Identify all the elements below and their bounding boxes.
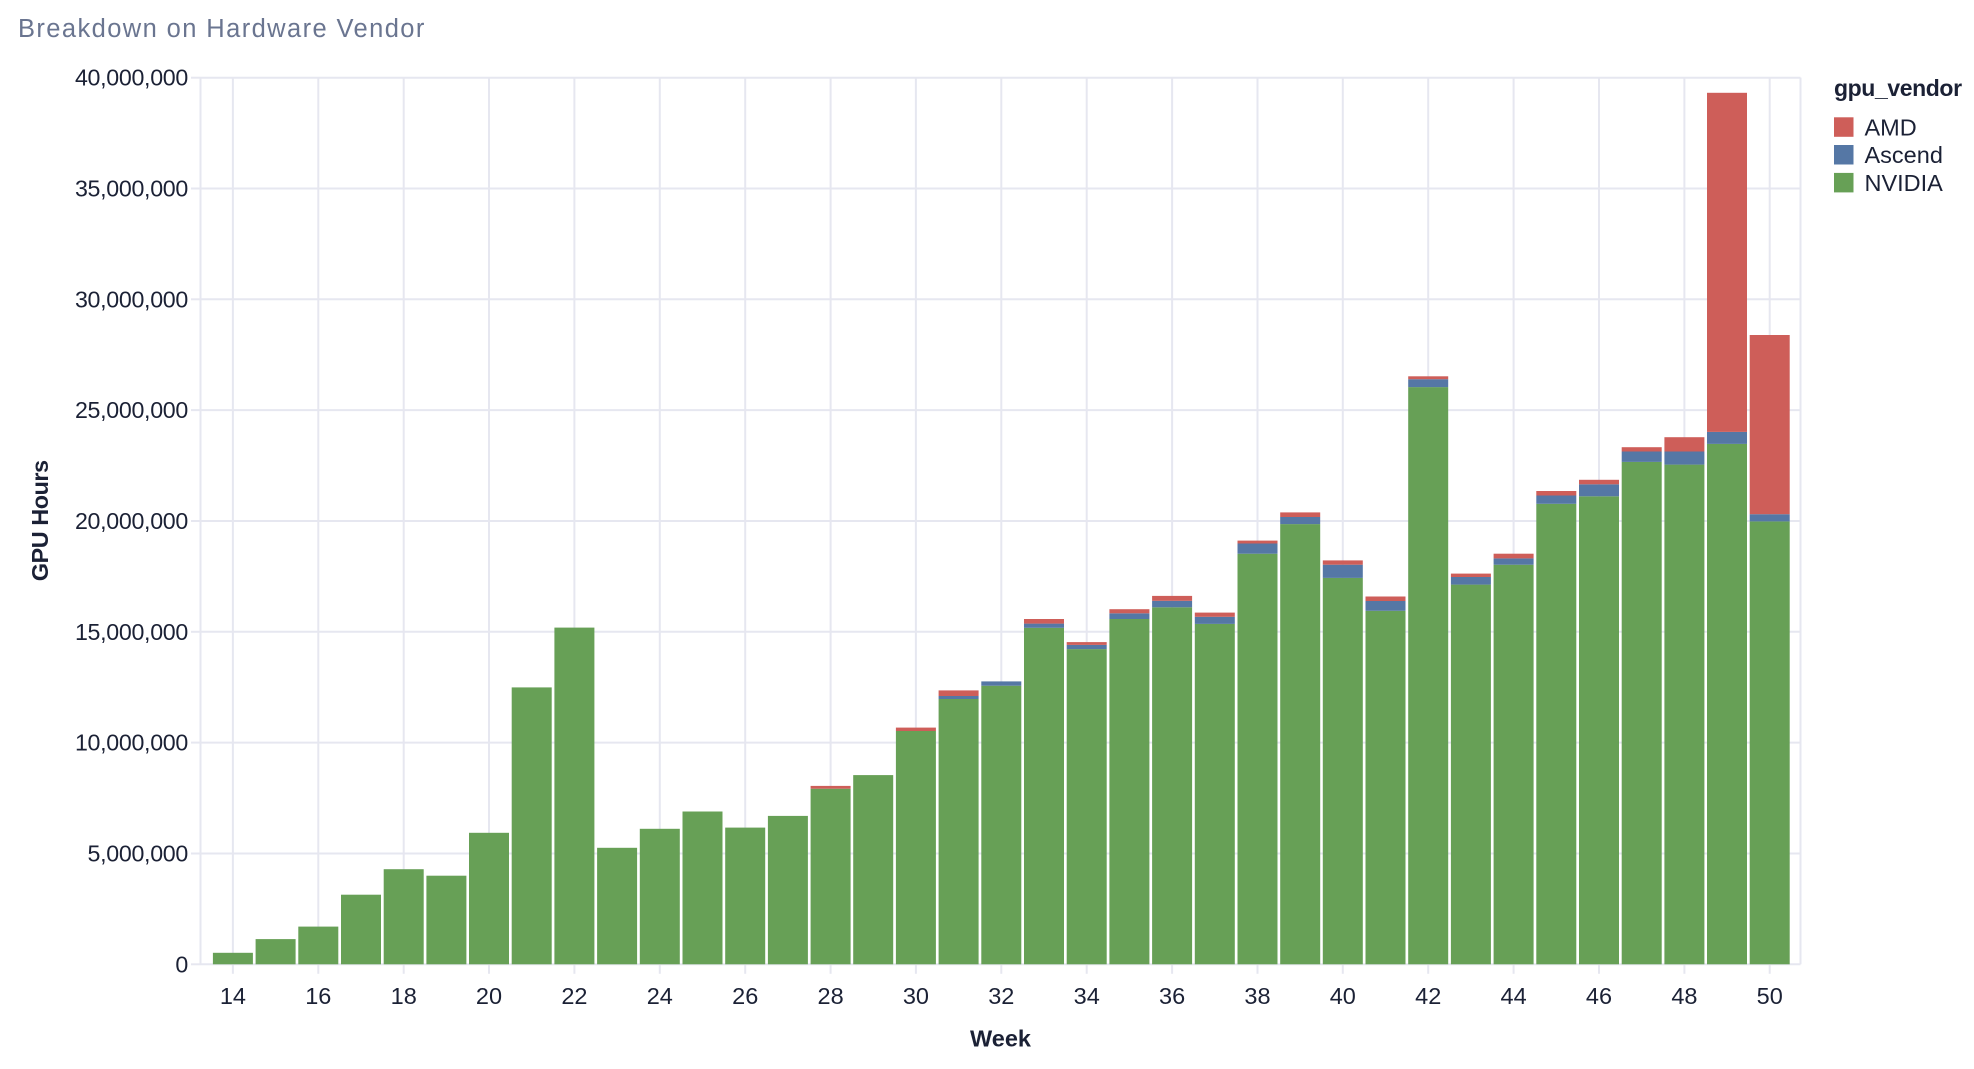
svg-text:14: 14 xyxy=(220,983,246,1009)
svg-text:gpu_vendor: gpu_vendor xyxy=(1834,75,1962,101)
svg-text:AMD: AMD xyxy=(1865,114,1917,140)
svg-text:18: 18 xyxy=(391,983,417,1009)
svg-text:10,000,000: 10,000,000 xyxy=(75,730,188,756)
svg-text:50: 50 xyxy=(1757,983,1783,1009)
svg-text:44: 44 xyxy=(1501,983,1527,1009)
svg-text:26: 26 xyxy=(732,983,758,1009)
svg-text:34: 34 xyxy=(1074,983,1100,1009)
svg-text:48: 48 xyxy=(1671,983,1697,1009)
svg-text:24: 24 xyxy=(647,983,673,1009)
svg-text:Ascend: Ascend xyxy=(1865,142,1943,168)
svg-text:5,000,000: 5,000,000 xyxy=(88,841,188,867)
svg-text:36: 36 xyxy=(1159,983,1185,1009)
svg-text:20: 20 xyxy=(476,983,502,1009)
svg-text:Breakdown on Hardware Vendor: Breakdown on Hardware Vendor xyxy=(18,15,426,43)
svg-text:40: 40 xyxy=(1330,983,1356,1009)
svg-text:30,000,000: 30,000,000 xyxy=(75,286,188,312)
svg-text:25,000,000: 25,000,000 xyxy=(75,397,188,423)
svg-text:40,000,000: 40,000,000 xyxy=(75,65,188,91)
svg-text:Week: Week xyxy=(970,1026,1032,1052)
svg-text:38: 38 xyxy=(1244,983,1270,1009)
svg-text:20,000,000: 20,000,000 xyxy=(75,508,188,534)
svg-text:GPU Hours: GPU Hours xyxy=(27,460,53,581)
svg-text:42: 42 xyxy=(1415,983,1441,1009)
svg-text:15,000,000: 15,000,000 xyxy=(75,619,188,645)
svg-text:32: 32 xyxy=(988,983,1014,1009)
svg-text:NVIDIA: NVIDIA xyxy=(1865,170,1944,196)
svg-text:28: 28 xyxy=(818,983,844,1009)
svg-text:46: 46 xyxy=(1586,983,1612,1009)
svg-text:22: 22 xyxy=(561,983,587,1009)
svg-text:35,000,000: 35,000,000 xyxy=(75,176,188,202)
svg-text:16: 16 xyxy=(305,983,331,1009)
svg-text:30: 30 xyxy=(903,983,929,1009)
svg-text:0: 0 xyxy=(175,951,188,977)
